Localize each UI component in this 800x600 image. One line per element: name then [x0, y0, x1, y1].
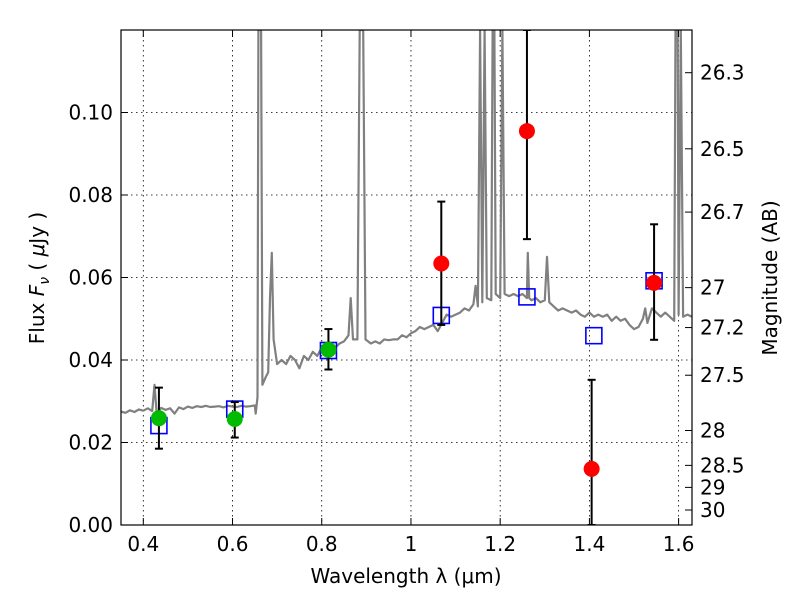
axis-ticks: 0.4 0.6 0.8 1 1.2 1.4 1.6 0.00 0.02 0.04 0.06 0.08 0… — [68, 30, 745, 556]
data-point — [518, 123, 535, 140]
x-tick-label: 0.6 — [217, 532, 249, 556]
model-photometry-marker — [518, 288, 536, 306]
x-axis-label: Wavelength λ (μm) — [310, 564, 501, 588]
data-point — [433, 255, 450, 272]
y-tick-label: 0.04 — [68, 348, 113, 372]
y-axis-label-mid: ( — [25, 256, 49, 277]
y-axis-label-mu: μ — [25, 244, 49, 258]
y-tick-label: 0.08 — [68, 183, 113, 207]
y-tick-label: 0.10 — [68, 101, 113, 125]
y2-tick-label: 26.7 — [700, 200, 745, 224]
x-tick-label: 1.6 — [663, 532, 695, 556]
y-axis-label-unit: Jy ) — [25, 212, 49, 246]
y-axis-label: Flux Fν ( μJy ) — [25, 212, 53, 344]
data-point — [150, 410, 167, 427]
x-tick-label: 1.4 — [573, 532, 605, 556]
grid-lines — [121, 30, 692, 525]
y2-tick-label: 30 — [700, 498, 725, 522]
y2-tick-label: 27.5 — [700, 363, 745, 387]
data-point — [646, 274, 663, 291]
y2-tick-label: 28.5 — [700, 453, 745, 477]
y-tick-label: 0.06 — [68, 266, 113, 290]
data-point — [583, 460, 600, 477]
spectrum-series — [121, 30, 692, 415]
y2-tick-label: 29 — [700, 475, 725, 499]
x-tick-label: 0.4 — [127, 532, 159, 556]
x-tick-label: 1.2 — [484, 532, 516, 556]
y2-axis-label: Magnitude (AB) — [758, 200, 782, 355]
y2-tick-label: 27.2 — [700, 316, 745, 340]
y-axis-label-prefix: Flux — [25, 296, 49, 344]
y-axis-label-var: F — [25, 284, 49, 296]
markers — [150, 30, 663, 525]
y-tick-label: 0.02 — [68, 431, 113, 455]
data-point — [226, 410, 243, 427]
y2-tick-label: 28 — [700, 419, 725, 443]
y2-tick-label: 26.5 — [700, 137, 745, 161]
x-tick-label: 0.8 — [306, 532, 338, 556]
data-point — [320, 341, 337, 358]
x-tick-label: 1 — [405, 532, 418, 556]
spectrum-line — [121, 30, 692, 415]
y2-tick-label: 27 — [700, 276, 725, 300]
y-axis-label-sub: ν — [37, 277, 53, 285]
y-tick-label: 0.00 — [68, 513, 113, 537]
model-photometry-marker — [585, 326, 603, 345]
y2-tick-label: 26.3 — [700, 61, 745, 85]
